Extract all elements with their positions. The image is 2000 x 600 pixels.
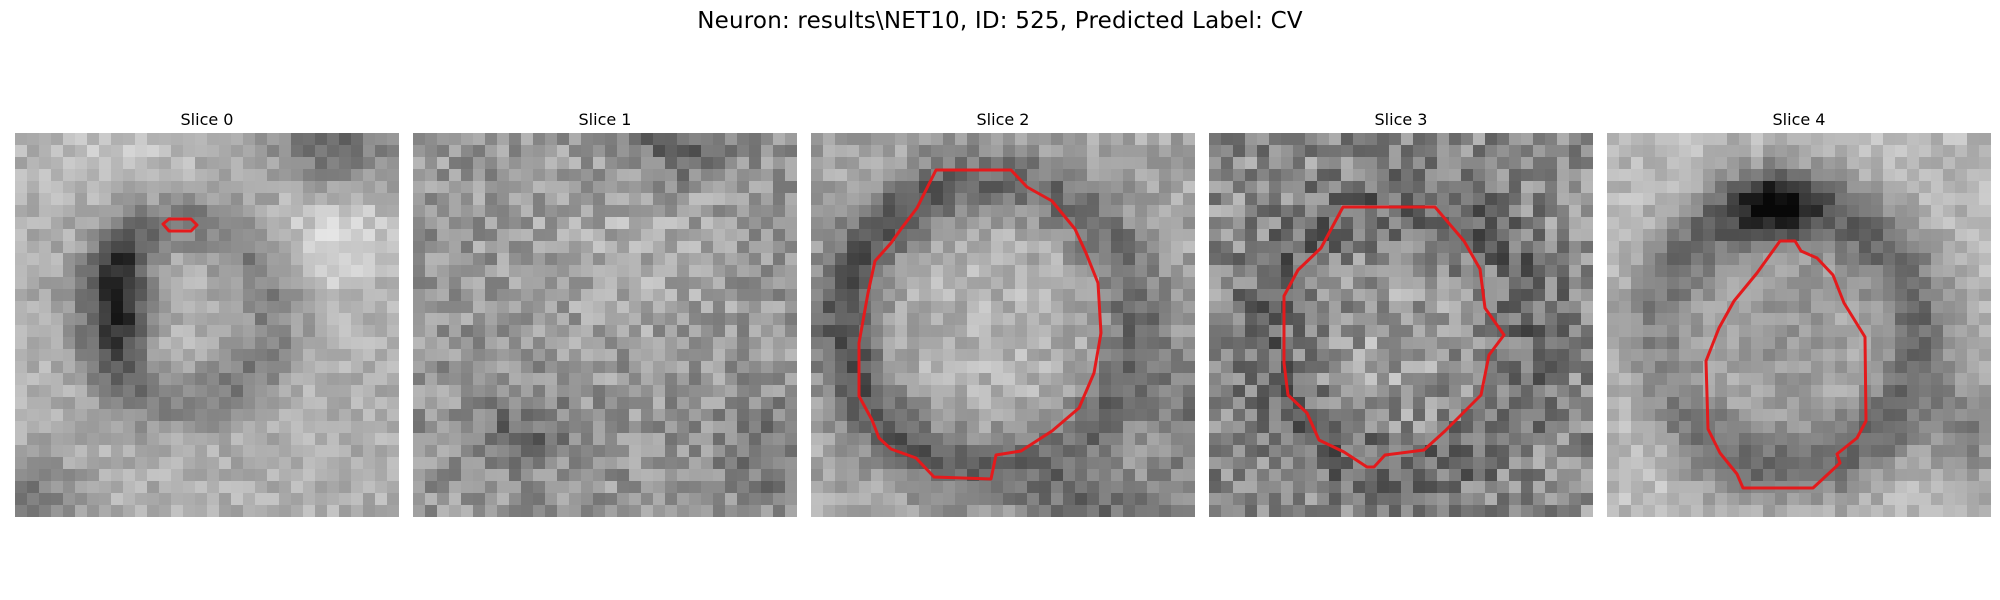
slice-panel-2: Slice 2: [811, 110, 1195, 518]
slice-panel-1: Slice 1: [413, 110, 797, 518]
segmentation-contour: [857, 168, 1103, 481]
slice-title-0: Slice 0: [180, 110, 234, 129]
slice-title-3: Slice 3: [1374, 110, 1428, 129]
slice-title-4: Slice 4: [1772, 110, 1826, 129]
slice-image-1: [413, 133, 797, 517]
segmentation-contour: [1282, 205, 1506, 469]
slice-panel-0: Slice 0: [15, 110, 399, 518]
slice-image-2: [811, 133, 1195, 517]
segmentation-contour: [161, 217, 199, 233]
slice-image-4: [1607, 133, 1991, 517]
segmentation-contour: [1704, 239, 1868, 490]
slice-title-1: Slice 1: [578, 110, 632, 129]
slice-title-2: Slice 2: [976, 110, 1030, 129]
slice-image-0: [15, 133, 399, 517]
slice-panel-3: Slice 3: [1209, 110, 1593, 518]
slice-image-3: [1209, 133, 1593, 517]
slice-panel-4: Slice 4: [1607, 110, 1991, 518]
figure-title: Neuron: results\NET10, ID: 525, Predicte…: [697, 8, 1303, 34]
